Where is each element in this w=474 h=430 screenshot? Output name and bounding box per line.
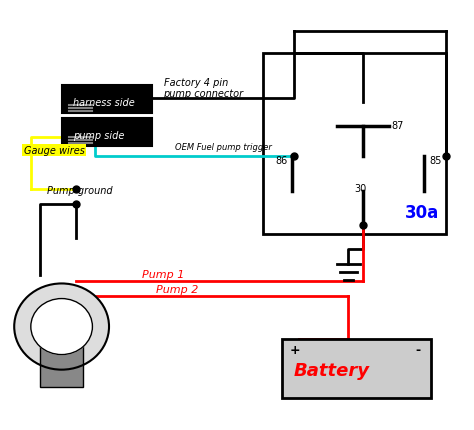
Text: Pump 1: Pump 1 [142,270,184,280]
Text: Battery: Battery [294,361,370,379]
Bar [40,327,83,387]
Bar [282,340,431,398]
Text: Pump 2: Pump 2 [156,285,199,295]
Circle shape [31,299,92,355]
Text: -: - [416,344,421,356]
Text: OEM Fuel pump trigger: OEM Fuel pump trigger [175,142,272,151]
Text: 30: 30 [355,183,367,194]
Circle shape [14,284,109,370]
Text: 30a: 30a [405,203,439,221]
Text: 87: 87 [392,121,404,131]
Text: harness side: harness side [73,97,135,108]
Text: Factory 4 pin
pump connector: Factory 4 pin pump connector [164,77,244,99]
Text: Gauge wires: Gauge wires [24,146,84,156]
Text: Pump ground: Pump ground [47,186,113,196]
Text: pump side: pump side [73,130,125,141]
Bar [263,54,446,234]
Bar [62,86,152,114]
Bar [62,118,152,146]
Text: 86: 86 [275,155,287,166]
Text: +: + [290,344,301,356]
Text: 85: 85 [429,155,441,166]
